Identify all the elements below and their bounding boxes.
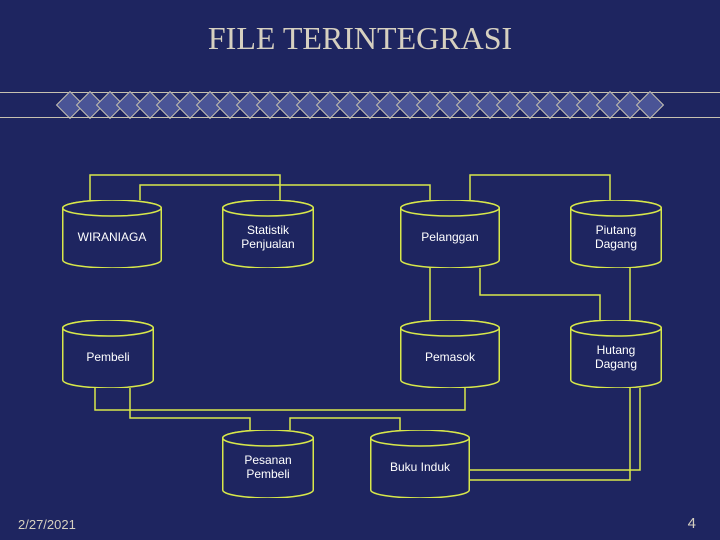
cylinder-hutang: HutangDagang	[570, 320, 662, 388]
connector-layer	[0, 0, 720, 540]
cylinder-pembeli: Pembeli	[62, 320, 154, 388]
cylinder-label-wiraniaga: WIRANIAGA	[62, 214, 162, 260]
footer-page-number: 4	[688, 515, 696, 532]
cylinder-label-bukuinduk: Buku Induk	[370, 444, 470, 490]
cylinder-label-pelanggan: Pelanggan	[400, 214, 500, 260]
cylinder-label-pemasok: Pemasok	[400, 334, 500, 380]
footer-date: 2/27/2021	[18, 517, 76, 532]
cylinder-wiraniaga: WIRANIAGA	[62, 200, 162, 268]
cylinder-pesanan: PesananPembeli	[222, 430, 314, 498]
cylinder-label-hutang: HutangDagang	[570, 334, 662, 380]
cylinder-piutang: PiutangDagang	[570, 200, 662, 268]
slide-title: FILE TERINTEGRASI	[0, 20, 720, 57]
cylinder-bukuinduk: Buku Induk	[370, 430, 470, 498]
cylinder-label-pesanan: PesananPembeli	[222, 444, 314, 490]
cylinder-pelanggan: Pelanggan	[400, 200, 500, 268]
cylinder-label-piutang: PiutangDagang	[570, 214, 662, 260]
cylinder-statistik: StatistikPenjualan	[222, 200, 314, 268]
decorative-band	[0, 90, 720, 120]
cylinder-pemasok: Pemasok	[400, 320, 500, 388]
slide: FILE TERINTEGRASI WIRANIAGA StatistikPenj…	[0, 0, 720, 540]
cylinder-label-statistik: StatistikPenjualan	[222, 214, 314, 260]
cylinder-label-pembeli: Pembeli	[62, 334, 154, 380]
